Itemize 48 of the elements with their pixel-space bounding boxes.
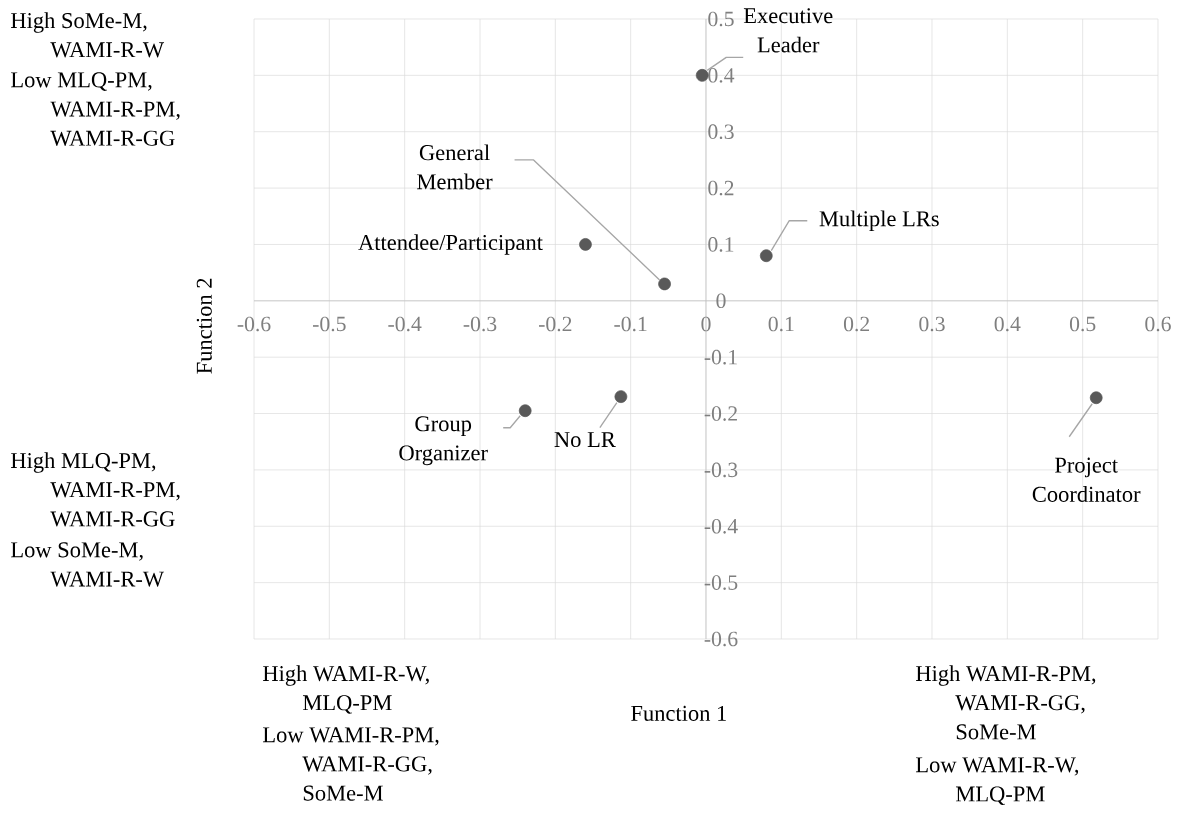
y-tick-label: 0 <box>716 293 726 309</box>
y-tick-label: -0.4 <box>704 518 738 534</box>
annotation: Multiple LRs <box>819 210 939 231</box>
annotation: General Member <box>417 144 493 190</box>
x-tick-label: 0.3 <box>919 316 945 332</box>
x-axis-title: Function 1 <box>631 705 726 721</box>
x-tick-label: 0.5 <box>1069 316 1096 332</box>
annotation: Group Organizer <box>399 416 488 466</box>
x-tick-label: -0.5 <box>313 316 346 332</box>
y-tick-label: -0.6 <box>704 631 738 647</box>
annotation: Attendee/Participant <box>358 234 543 255</box>
point <box>518 404 532 418</box>
y-tick-label: 0.4 <box>708 68 735 83</box>
point <box>614 390 628 403</box>
y-tick-label: -0.5 <box>704 575 738 590</box>
point <box>695 69 709 82</box>
x-tick-label: 0.4 <box>994 316 1021 332</box>
text: High MLQ-PM, WAMI-R-PM, WAMI-R-GG <box>11 452 180 527</box>
text: Low WAMI-R-W, MLQ-PM <box>915 757 1079 805</box>
y-tick-label: 0.1 <box>708 237 734 252</box>
y-tick-label: 0.2 <box>708 180 734 196</box>
annotation: Project Coordinator <box>1032 457 1141 502</box>
text: High SoMe-M, WAMI-R-W <box>11 12 165 58</box>
x-tick-label: -0.6 <box>237 316 271 332</box>
point <box>658 277 671 291</box>
text: Low WAMI-R-PM, WAMI-R-GG, SoMe-M <box>263 727 439 801</box>
y-tick-label: 0.5 <box>708 11 734 27</box>
point <box>1089 391 1103 405</box>
text: Low SoMe-M, WAMI-R-W <box>11 542 165 587</box>
annotation: No LR <box>554 432 616 448</box>
annotation: Executive Leader <box>743 8 833 53</box>
point <box>579 238 592 251</box>
text: High WAMI-R-W, MLQ-PM <box>263 665 429 714</box>
text: High WAMI-R-PM, WAMI-R-GG, SoMe-M <box>915 665 1096 740</box>
x-tick-label: 0.6 <box>1145 316 1171 332</box>
x-tick-label: -0.2 <box>539 316 572 332</box>
y-tick-label: -0.2 <box>704 406 737 421</box>
y-tick-label: -0.1 <box>704 349 737 365</box>
text: Low MLQ-PM, WAMI-R-PM, WAMI-R-GG <box>11 72 180 146</box>
y-tick-label: 0.3 <box>708 124 734 140</box>
y-tick-label: -0.3 <box>704 462 738 478</box>
x-tick-label: -0.4 <box>388 316 422 332</box>
x-tick-label: 0.2 <box>843 316 870 332</box>
x-tick-label: -0.1 <box>614 316 647 332</box>
y-axis-title: Function 2 <box>196 278 212 374</box>
x-tick-label: 0.1 <box>768 316 794 332</box>
point <box>759 249 773 263</box>
x-tick-label: -0.3 <box>463 316 497 332</box>
